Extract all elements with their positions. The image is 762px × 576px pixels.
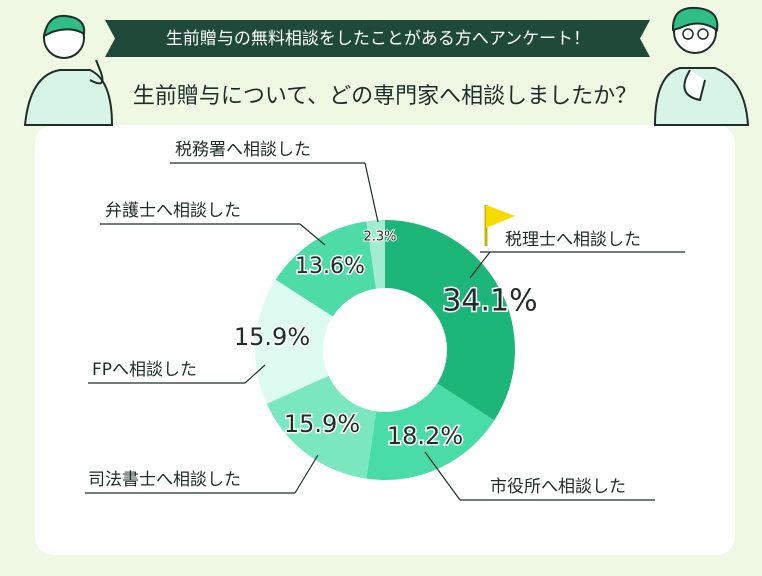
value-label: 15.9% (234, 323, 310, 351)
leader-line (424, 451, 461, 501)
value-label: 18.2% (387, 422, 463, 450)
chart-subtitle: 生前贈与について、どの専門家へ相談しましたか？ (133, 84, 637, 109)
value-label: 13.6% (295, 254, 365, 279)
category-label: 市役所へ相談した (490, 477, 626, 497)
donut-slice (275, 221, 377, 317)
donut-slice (255, 279, 333, 404)
value-label: 15.9% (284, 410, 360, 438)
category-label: 司法書士へ相談した (88, 470, 241, 490)
banner (105, 20, 650, 57)
leader-line (299, 223, 326, 246)
person-right (653, 6, 750, 126)
leader-line (294, 454, 319, 494)
category-label: FPへ相談した (92, 360, 197, 380)
person-left (23, 14, 114, 126)
donut-slice (366, 220, 385, 289)
category-label: 税理士へ相談した (505, 230, 641, 250)
category-label: 弁護士へ相談した (105, 201, 241, 221)
donut-slice (366, 383, 495, 480)
leader-line (244, 364, 266, 384)
leader-line (364, 162, 379, 223)
value-label: 34.1% (442, 284, 537, 319)
value-label: 2.3% (363, 230, 396, 245)
donut-slice (385, 220, 515, 421)
flag-icon (484, 205, 515, 246)
donut-slice (266, 375, 377, 479)
chart-title: 生前贈与の無料相談をしたことがある方へアンケート！ (166, 29, 590, 49)
leader-line (469, 251, 491, 279)
panel (35, 125, 735, 555)
category-label: 税務署へ相談した (175, 140, 311, 160)
